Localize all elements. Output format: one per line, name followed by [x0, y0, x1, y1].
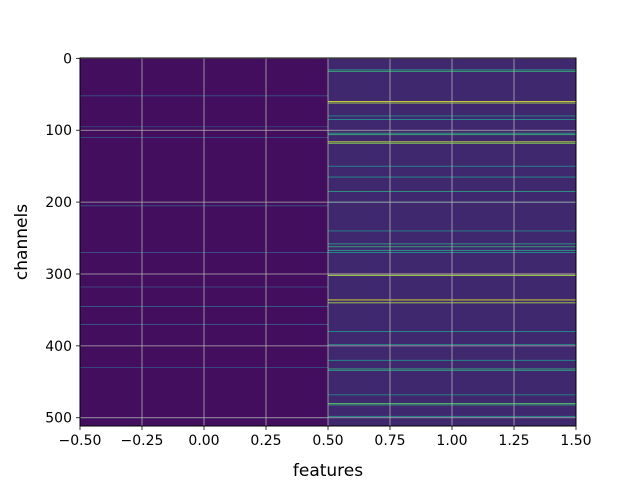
y-tick-label: 200	[45, 195, 72, 211]
y-tick-label: 0	[63, 51, 72, 67]
x-axis: −0.50 −0.25 0.00 0.25 0.50 0.75 1.00 1.25 1.50	[59, 426, 592, 449]
y-tick-label: 400	[45, 339, 72, 355]
x-tick-label: 1.00	[436, 433, 467, 449]
y-tick-label: 300	[45, 267, 72, 283]
x-tick-label: −0.50	[59, 433, 102, 449]
x-tick-label: 0.50	[312, 433, 343, 449]
y-axis: 0 100 200 300 400 500	[45, 51, 80, 427]
x-tick-label: 0.25	[250, 433, 281, 449]
x-tick-label: 0.75	[374, 433, 405, 449]
x-tick-label: 1.50	[560, 433, 591, 449]
x-axis-title: features	[293, 461, 363, 480]
y-axis-title: channels	[12, 204, 32, 280]
x-tick-label: 0.00	[188, 433, 219, 449]
y-tick-label: 500	[45, 411, 72, 427]
y-tick-label: 100	[45, 123, 72, 139]
x-tick-label: 1.25	[498, 433, 529, 449]
x-tick-label: −0.25	[121, 433, 164, 449]
